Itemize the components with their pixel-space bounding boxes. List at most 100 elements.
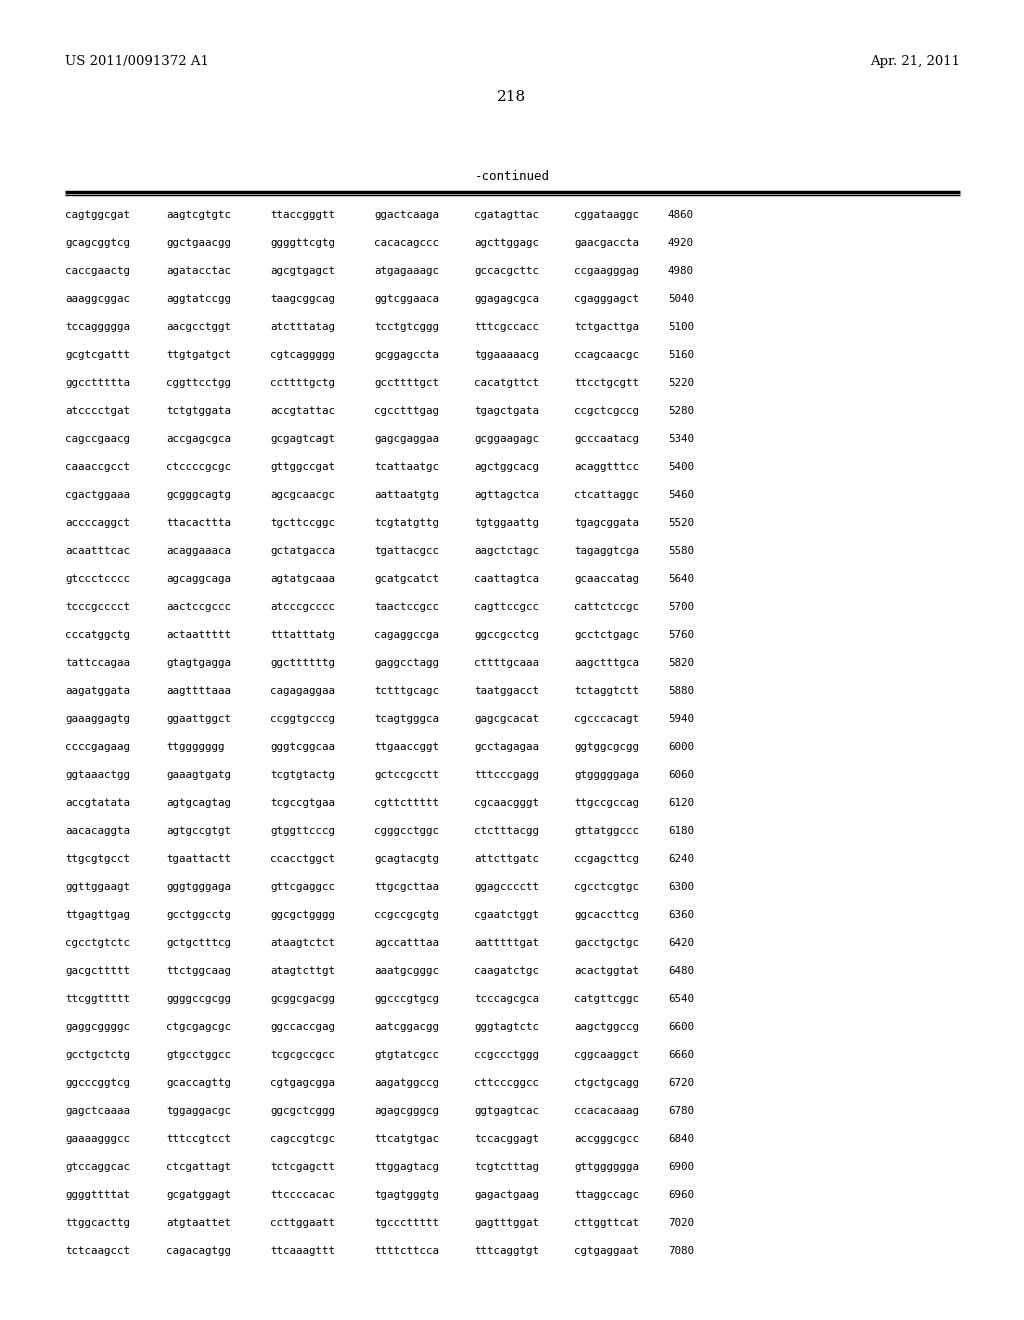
Text: 6960: 6960 xyxy=(668,1191,694,1200)
Text: ttttcttcca: ttttcttcca xyxy=(374,1246,439,1257)
Text: ataagtctct: ataagtctct xyxy=(270,939,335,948)
Text: tttatttatg: tttatttatg xyxy=(270,630,335,640)
Text: ggcccggtcg: ggcccggtcg xyxy=(65,1078,130,1088)
Text: gggtcggcaa: gggtcggcaa xyxy=(270,742,335,752)
Text: gggtgggaga: gggtgggaga xyxy=(166,882,231,892)
Text: aactccgccc: aactccgccc xyxy=(166,602,231,612)
Text: ctcattaggc: ctcattaggc xyxy=(574,490,639,500)
Text: cccatggctg: cccatggctg xyxy=(65,630,130,640)
Text: agtgccgtgt: agtgccgtgt xyxy=(166,826,231,836)
Text: 6300: 6300 xyxy=(668,882,694,892)
Text: ccttttgctg: ccttttgctg xyxy=(270,378,335,388)
Text: cgcaacgggt: cgcaacgggt xyxy=(474,799,539,808)
Text: tctcgagctt: tctcgagctt xyxy=(270,1162,335,1172)
Text: 7080: 7080 xyxy=(668,1246,694,1257)
Text: cgtgaggaat: cgtgaggaat xyxy=(574,1246,639,1257)
Text: tctcaagcct: tctcaagcct xyxy=(65,1246,130,1257)
Text: cttttgcaaa: cttttgcaaa xyxy=(474,657,539,668)
Text: 5460: 5460 xyxy=(668,490,694,500)
Text: ggtggcgcgg: ggtggcgcgg xyxy=(574,742,639,752)
Text: cggcaaggct: cggcaaggct xyxy=(574,1049,639,1060)
Text: tcgccgtgaa: tcgccgtgaa xyxy=(270,799,335,808)
Text: cacacagccc: cacacagccc xyxy=(374,238,439,248)
Text: attcttgatc: attcttgatc xyxy=(474,854,539,865)
Text: accgagcgca: accgagcgca xyxy=(166,434,231,444)
Text: caattagtca: caattagtca xyxy=(474,574,539,583)
Text: gagcgcacat: gagcgcacat xyxy=(474,714,539,723)
Text: accgtatata: accgtatata xyxy=(65,799,130,808)
Text: gcggaagagc: gcggaagagc xyxy=(474,434,539,444)
Text: 6420: 6420 xyxy=(668,939,694,948)
Text: gctccgcctt: gctccgcctt xyxy=(374,770,439,780)
Text: gctatgacca: gctatgacca xyxy=(270,546,335,556)
Text: gcatgcatct: gcatgcatct xyxy=(374,574,439,583)
Text: ggggttcgtg: ggggttcgtg xyxy=(270,238,335,248)
Text: atgagaaagc: atgagaaagc xyxy=(374,267,439,276)
Text: 5700: 5700 xyxy=(668,602,694,612)
Text: ggcgctgggg: ggcgctgggg xyxy=(270,909,335,920)
Text: ggttggaagt: ggttggaagt xyxy=(65,882,130,892)
Text: 6240: 6240 xyxy=(668,854,694,865)
Text: acactggtat: acactggtat xyxy=(574,966,639,975)
Text: tcgtctttag: tcgtctttag xyxy=(474,1162,539,1172)
Text: ttgagttgag: ttgagttgag xyxy=(65,909,130,920)
Text: 5160: 5160 xyxy=(668,350,694,360)
Text: taagcggcag: taagcggcag xyxy=(270,294,335,304)
Text: ttctggcaag: ttctggcaag xyxy=(166,966,231,975)
Text: ttcatgtgac: ttcatgtgac xyxy=(374,1134,439,1144)
Text: aaatgcgggc: aaatgcgggc xyxy=(374,966,439,975)
Text: ggcttttttg: ggcttttttg xyxy=(270,657,335,668)
Text: ccggtgcccg: ccggtgcccg xyxy=(270,714,335,723)
Text: ttgaaccggt: ttgaaccggt xyxy=(374,742,439,752)
Text: gcgatggagt: gcgatggagt xyxy=(166,1191,231,1200)
Text: taatggacct: taatggacct xyxy=(474,686,539,696)
Text: cgagggagct: cgagggagct xyxy=(574,294,639,304)
Text: -continued: -continued xyxy=(474,170,550,183)
Text: cagagaggaa: cagagaggaa xyxy=(270,686,335,696)
Text: agccatttaa: agccatttaa xyxy=(374,939,439,948)
Text: aggtatccgg: aggtatccgg xyxy=(166,294,231,304)
Text: accgggcgcc: accgggcgcc xyxy=(574,1134,639,1144)
Text: 5220: 5220 xyxy=(668,378,694,388)
Text: gacgcttttt: gacgcttttt xyxy=(65,966,130,975)
Text: agcgcaacgc: agcgcaacgc xyxy=(270,490,335,500)
Text: ctgcgagcgc: ctgcgagcgc xyxy=(166,1022,231,1032)
Text: cggttcctgg: cggttcctgg xyxy=(166,378,231,388)
Text: ccgctcgccg: ccgctcgccg xyxy=(574,407,639,416)
Text: 5940: 5940 xyxy=(668,714,694,723)
Text: ggtaaactgg: ggtaaactgg xyxy=(65,770,130,780)
Text: ttggggggg: ttggggggg xyxy=(166,742,224,752)
Text: ttggagtacg: ttggagtacg xyxy=(374,1162,439,1172)
Text: cagtggcgat: cagtggcgat xyxy=(65,210,130,220)
Text: ggtcggaaca: ggtcggaaca xyxy=(374,294,439,304)
Text: tctaggtctt: tctaggtctt xyxy=(574,686,639,696)
Text: cgatagttac: cgatagttac xyxy=(474,210,539,220)
Text: tcgtgtactg: tcgtgtactg xyxy=(270,770,335,780)
Text: gcagtacgtg: gcagtacgtg xyxy=(374,854,439,865)
Text: ggagcccctt: ggagcccctt xyxy=(474,882,539,892)
Text: tcccagcgca: tcccagcgca xyxy=(474,994,539,1005)
Text: ttgccgccag: ttgccgccag xyxy=(574,799,639,808)
Text: gaaaagggcc: gaaaagggcc xyxy=(65,1134,130,1144)
Text: gagtttggat: gagtttggat xyxy=(474,1218,539,1228)
Text: agagcgggcg: agagcgggcg xyxy=(374,1106,439,1115)
Text: ggagagcgca: ggagagcgca xyxy=(474,294,539,304)
Text: tccacggagt: tccacggagt xyxy=(474,1134,539,1144)
Text: tggaaaaacg: tggaaaaacg xyxy=(474,350,539,360)
Text: cacatgttct: cacatgttct xyxy=(474,378,539,388)
Text: gttatggccc: gttatggccc xyxy=(574,826,639,836)
Text: 5340: 5340 xyxy=(668,434,694,444)
Text: cgcctttgag: cgcctttgag xyxy=(374,407,439,416)
Text: cagacagtgg: cagacagtgg xyxy=(166,1246,231,1257)
Text: tcgtatgttg: tcgtatgttg xyxy=(374,517,439,528)
Text: ctcgattagt: ctcgattagt xyxy=(166,1162,231,1172)
Text: 5820: 5820 xyxy=(668,657,694,668)
Text: acaatttcac: acaatttcac xyxy=(65,546,130,556)
Text: aacacaggta: aacacaggta xyxy=(65,826,130,836)
Text: ggcgctcggg: ggcgctcggg xyxy=(270,1106,335,1115)
Text: gagctcaaaa: gagctcaaaa xyxy=(65,1106,130,1115)
Text: cagttccgcc: cagttccgcc xyxy=(474,602,539,612)
Text: 6480: 6480 xyxy=(668,966,694,975)
Text: actaattttt: actaattttt xyxy=(166,630,231,640)
Text: tattccagaa: tattccagaa xyxy=(65,657,130,668)
